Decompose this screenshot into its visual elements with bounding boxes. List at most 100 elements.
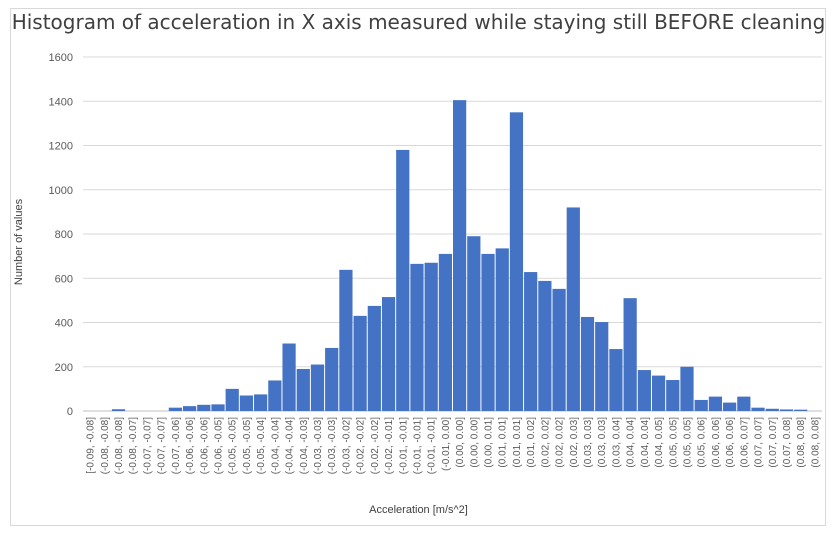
x-tick-label: (0.01, 0.01] — [498, 417, 509, 468]
y-tick-label: 1600 — [49, 52, 73, 64]
x-tick-label: (0.03, 0.04] — [611, 417, 622, 468]
y-tick-label: 1200 — [49, 141, 73, 153]
bar — [595, 322, 609, 411]
bar — [339, 269, 353, 411]
x-tick-label: (-0.03, -0.02] — [341, 417, 352, 474]
bar — [438, 253, 452, 411]
x-tick-label: (-0.07, -0.07] — [157, 417, 168, 474]
x-tick-label: (0.06, 0.07] — [739, 417, 750, 468]
x-tick-label: (0.04, 0.04] — [640, 417, 651, 468]
x-tick-label: (-0.02, -0.02] — [356, 417, 367, 474]
x-tick-label: (-0.03, -0.03] — [327, 417, 338, 474]
bar — [111, 409, 126, 411]
bar — [367, 305, 381, 411]
bar — [751, 407, 765, 411]
x-tick-label: (-0.08, -0.07] — [128, 417, 139, 474]
bar — [509, 112, 524, 411]
bar — [680, 366, 694, 411]
x-tick-label: (0.00, 0.00] — [455, 417, 466, 468]
x-tick-label: (-0.07, -0.07] — [142, 417, 153, 474]
x-tick-label: [-0.09, -0.08] — [86, 417, 97, 474]
bar — [197, 404, 211, 411]
bar — [737, 396, 751, 411]
bar — [538, 280, 552, 411]
y-tick-label: 800 — [55, 229, 73, 241]
bar — [694, 399, 708, 411]
x-tick-label: (0.07, 0.08] — [782, 417, 793, 468]
x-tick-label: (0.08, 0.08] — [810, 417, 821, 468]
bar — [637, 370, 651, 411]
x-tick-label: (0.05, 0.06] — [697, 417, 708, 468]
x-tick-label: (-0.01, -0.01] — [412, 417, 423, 474]
y-tick-label: 200 — [55, 362, 73, 374]
x-tick-label: (-0.02, -0.01] — [384, 417, 395, 474]
x-axis-label: Acceleration [m/s^2] — [369, 504, 468, 516]
bar — [765, 408, 779, 411]
x-tick-label: (0.00, 0.00] — [469, 417, 480, 468]
bar — [211, 404, 225, 411]
x-tick-label: (-0.01, -0.01] — [427, 417, 438, 474]
bar — [524, 272, 538, 411]
gridlines — [83, 56, 822, 412]
bar — [481, 253, 495, 411]
x-tick-label: (0.08, 0.08] — [796, 417, 807, 468]
x-tick-label: (0.06, 0.06] — [711, 417, 722, 468]
bar — [182, 406, 197, 411]
x-tick-label: (0.02, 0.02] — [555, 417, 566, 468]
x-tick-label: (0.05, 0.05] — [682, 417, 693, 468]
bar — [296, 368, 310, 411]
x-tick-label: (0.02, 0.02] — [540, 417, 551, 468]
x-tick-label: (-0.02, -0.02] — [370, 417, 381, 474]
x-tick-label: (-0.08, -0.08] — [100, 417, 111, 474]
bar — [467, 236, 481, 411]
x-tick-label: (0.04, 0.04] — [626, 417, 637, 468]
bar — [566, 207, 580, 411]
x-tick-label: (-0.05, -0.04] — [256, 417, 267, 474]
x-tick-label: (-0.05, -0.05] — [228, 417, 239, 474]
x-tick-label: (-0.06, -0.05] — [214, 417, 225, 474]
x-tick-labels: [-0.09, -0.08] (-0.08, -0.08] (-0.08, -0.0… — [86, 417, 822, 474]
y-tick-label: 400 — [55, 318, 73, 330]
x-tick-label: (-0.04, -0.04] — [285, 417, 296, 474]
y-tick-label: 0 — [67, 406, 73, 418]
bar — [168, 407, 182, 411]
x-tick-label: (-0.04, -0.04] — [270, 417, 281, 474]
bar — [779, 409, 794, 411]
x-tick-label: (-0.05, -0.05] — [242, 417, 253, 474]
x-tick-label: (0.01, 0.01] — [512, 417, 523, 468]
bar — [381, 297, 396, 411]
bar — [552, 288, 566, 411]
x-tick-label: (-0.04, -0.03] — [299, 417, 310, 474]
x-tick-label: (0.07, 0.07] — [754, 417, 765, 468]
bar — [268, 380, 282, 411]
x-tick-label: (0.06, 0.06] — [725, 417, 736, 468]
bar — [239, 395, 254, 411]
bars — [111, 100, 808, 412]
x-tick-label: (-0.01, -0.01] — [398, 417, 409, 474]
bar — [609, 349, 623, 411]
x-tick-label: (-0.07, -0.06] — [171, 417, 182, 474]
chart-title: Histogram of acceleration in X axis meas… — [11, 10, 826, 34]
x-tick-label: (-0.06, -0.06] — [185, 417, 196, 474]
bar — [651, 375, 666, 411]
x-tick-label: (0.05, 0.05] — [668, 417, 679, 468]
bar — [410, 263, 424, 411]
bar — [794, 409, 808, 411]
y-tick-label: 1000 — [49, 185, 73, 197]
bar — [325, 347, 339, 411]
bar — [353, 315, 367, 411]
x-tick-label: (-0.08, -0.08] — [114, 417, 125, 474]
x-tick-label: (0.03, 0.03] — [597, 417, 608, 468]
x-tick-label: (0.02, 0.03] — [569, 417, 580, 468]
x-tick-label: (0.01, 0.02] — [526, 417, 537, 468]
bar — [623, 298, 637, 411]
x-tick-label: (0.04, 0.05] — [654, 417, 665, 468]
bar — [424, 262, 438, 411]
bar — [225, 388, 239, 411]
x-tick-label: (0.00, 0.01] — [484, 417, 495, 468]
y-tick-label: 1400 — [49, 96, 73, 108]
bar — [723, 402, 737, 411]
bar — [254, 394, 268, 411]
x-tick-label: (-0.03, -0.03] — [313, 417, 324, 474]
